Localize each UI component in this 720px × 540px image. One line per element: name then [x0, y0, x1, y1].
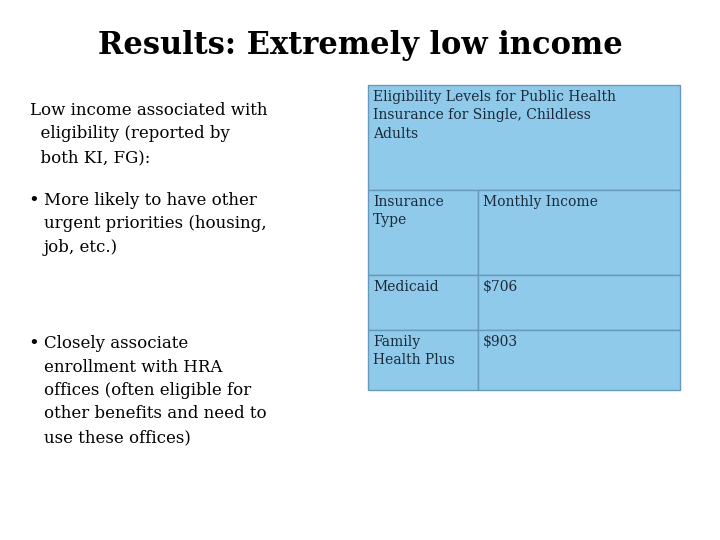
- Text: $903: $903: [483, 335, 518, 349]
- Text: More likely to have other
urgent priorities (housing,
job, etc.): More likely to have other urgent priorit…: [44, 192, 266, 256]
- Bar: [368, 330, 478, 390]
- Text: Closely associate
enrollment with HRA
offices (often eligible for
other benefits: Closely associate enrollment with HRA of…: [44, 335, 266, 446]
- Text: Medicaid: Medicaid: [373, 280, 438, 294]
- Text: Eligibility Levels for Public Health
Insurance for Single, Childless
Adults: Eligibility Levels for Public Health Ins…: [373, 90, 616, 141]
- Bar: [478, 275, 680, 330]
- Bar: [368, 190, 478, 275]
- Bar: [478, 190, 680, 275]
- Text: Family
Health Plus: Family Health Plus: [373, 335, 455, 367]
- Text: •: •: [28, 192, 39, 210]
- Text: Monthly Income: Monthly Income: [483, 195, 598, 209]
- Text: $706: $706: [483, 280, 518, 294]
- Bar: [478, 330, 680, 390]
- Text: Results: Extremely low income: Results: Extremely low income: [98, 30, 622, 61]
- Text: Low income associated with
  eligibility (reported by
  both KI, FG):: Low income associated with eligibility (…: [30, 102, 268, 166]
- Text: Insurance
Type: Insurance Type: [373, 195, 444, 227]
- Bar: [368, 85, 680, 190]
- Bar: [368, 275, 478, 330]
- Text: •: •: [28, 335, 39, 353]
